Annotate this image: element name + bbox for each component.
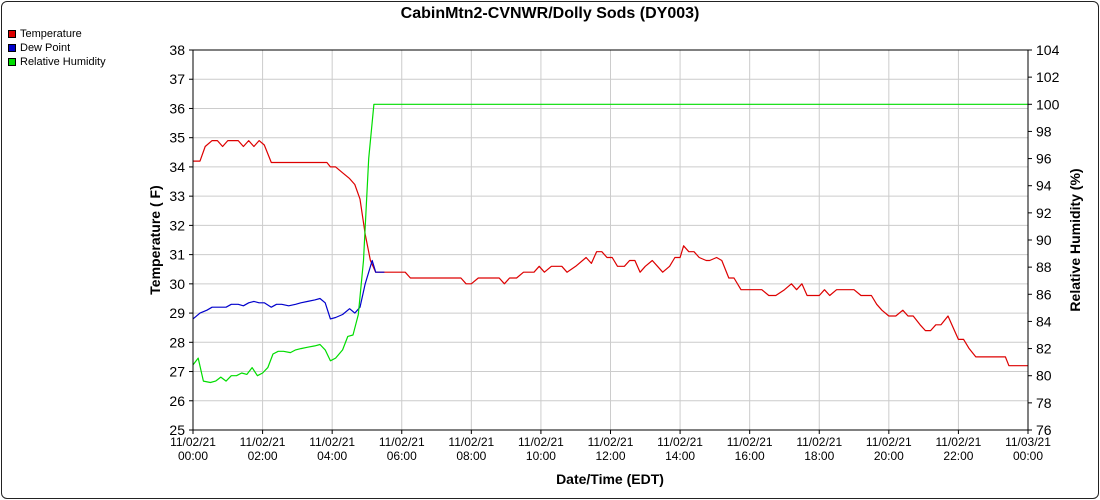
x-tick-label-time: 22:00 <box>943 449 973 463</box>
legend-label-relative-humidity: Relative Humidity <box>20 56 106 68</box>
x-tick-label-time: 02:00 <box>248 449 278 463</box>
y-tick-label: 38 <box>169 42 185 58</box>
legend-item-dew-point[interactable]: Dew Point <box>8 41 106 55</box>
chart-title: CabinMtn2-CVNWR/Dolly Sods (DY003) <box>400 5 700 22</box>
axes: 11/02/2100:0011/02/2102:0011/02/2104:001… <box>169 42 1059 463</box>
y2-tick-label: 98 <box>1036 123 1052 139</box>
y-tick-label: 33 <box>169 188 185 204</box>
y2-tick-label: 84 <box>1036 313 1052 329</box>
series-line-temperature <box>193 140 1028 367</box>
legend-label-temperature: Temperature <box>20 28 82 40</box>
legend-label-dew-point: Dew Point <box>20 42 71 54</box>
grid <box>192 49 1029 431</box>
y-tick-label: 34 <box>169 159 185 175</box>
series-line-dew-point <box>192 259 385 320</box>
legend-item-relative-humidity[interactable]: Relative Humidity <box>8 55 106 69</box>
x-tick-label-date: 11/02/21 <box>240 435 286 449</box>
legend-swatch-temperature <box>8 30 16 38</box>
x-tick-label-date: 11/02/21 <box>309 435 355 449</box>
x-tick-label-date: 11/02/21 <box>657 435 703 449</box>
y-tick-label: 25 <box>169 422 185 438</box>
x-tick-label-date: 11/02/21 <box>796 435 842 449</box>
y2-tick-label: 78 <box>1036 395 1052 411</box>
y-tick-label: 28 <box>169 334 185 350</box>
y2-tick-label: 100 <box>1036 96 1060 112</box>
legend: Temperature Dew Point Relative Humidity <box>8 27 106 69</box>
x-tick-label-time: 18:00 <box>804 449 834 463</box>
series-line-relative-humidity <box>192 103 1028 384</box>
x-tick-label-date: 11/02/21 <box>866 435 912 449</box>
series-layer <box>192 103 1028 384</box>
legend-swatch-relative-humidity <box>8 58 16 66</box>
y-tick-label: 35 <box>169 130 185 146</box>
x-axis-label: Date/Time (EDT) <box>556 471 664 487</box>
x-tick-label-date: 11/02/21 <box>170 435 216 449</box>
legend-swatch-dew-point <box>8 44 16 52</box>
x-tick-label-date: 11/02/21 <box>448 435 494 449</box>
x-tick-label-date: 11/03/21 <box>1005 435 1051 449</box>
y-tick-label: 37 <box>169 71 185 87</box>
x-tick-label-date: 11/02/21 <box>727 435 773 449</box>
y2-tick-label: 82 <box>1036 341 1052 357</box>
y2-tick-label: 86 <box>1036 286 1052 302</box>
legend-item-temperature[interactable]: Temperature <box>8 27 106 41</box>
y-tick-label: 30 <box>169 276 185 292</box>
y2-tick-label: 104 <box>1036 42 1060 58</box>
y2-tick-label: 80 <box>1036 368 1052 384</box>
y2-tick-label: 96 <box>1036 151 1052 167</box>
x-tick-label-date: 11/02/21 <box>379 435 425 449</box>
y2-tick-label: 92 <box>1036 205 1052 221</box>
y2-tick-label: 102 <box>1036 69 1060 85</box>
x-tick-label-time: 12:00 <box>595 449 625 463</box>
x-tick-label-time: 20:00 <box>874 449 904 463</box>
x-tick-label-time: 04:00 <box>317 449 347 463</box>
y2-tick-label: 76 <box>1036 422 1052 438</box>
y2-tick-label: 90 <box>1036 232 1052 248</box>
x-tick-label-time: 14:00 <box>665 449 695 463</box>
x-tick-label-time: 06:00 <box>387 449 417 463</box>
x-tick-label-time: 10:00 <box>526 449 556 463</box>
x-tick-label-date: 11/02/21 <box>936 435 982 449</box>
y-tick-label: 31 <box>169 247 185 263</box>
x-tick-label-time: 00:00 <box>178 449 208 463</box>
x-tick-label-date: 11/02/21 <box>518 435 564 449</box>
y-axis-label-left: Temperature ( F) <box>147 185 163 294</box>
y-axis-label-right: Relative Humidity (%) <box>1067 168 1083 311</box>
y-tick-label: 36 <box>169 100 185 116</box>
y-tick-label: 29 <box>169 305 185 321</box>
y-tick-label: 27 <box>169 364 185 380</box>
y-tick-label: 26 <box>169 393 185 409</box>
x-tick-label-time: 16:00 <box>735 449 765 463</box>
x-tick-label-date: 11/02/21 <box>588 435 634 449</box>
y-tick-label: 32 <box>169 217 185 233</box>
x-tick-label-time: 08:00 <box>456 449 486 463</box>
y2-tick-label: 88 <box>1036 259 1052 275</box>
x-tick-label-time: 00:00 <box>1013 449 1043 463</box>
y2-tick-label: 94 <box>1036 178 1052 194</box>
